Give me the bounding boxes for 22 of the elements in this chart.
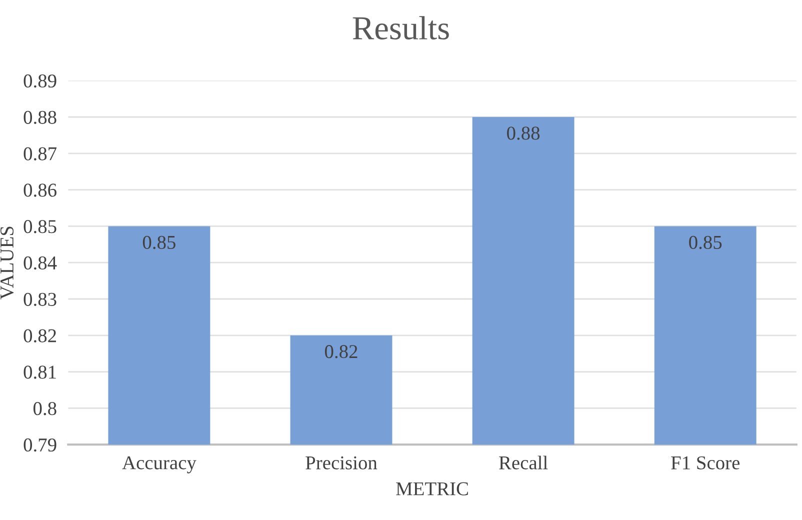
x-axis-title: METRIC (396, 482, 468, 496)
x-tick-label: F1 Score (671, 456, 740, 470)
y-axis-title: VALUES (0, 226, 14, 300)
y-tick-label: 0.88 (24, 110, 56, 124)
data-label: 0.85 (142, 236, 176, 250)
chart-title: Results (352, 16, 449, 40)
y-tick-label: 0.86 (24, 184, 56, 197)
x-tick-label: Precision (306, 456, 378, 470)
y-tick-label: 0.87 (24, 147, 56, 160)
y-tick-label: 0.81 (24, 366, 56, 379)
data-label: 0.88 (507, 126, 540, 140)
y-tick-label: 0.89 (24, 74, 56, 88)
x-tick-label: Accuracy (122, 456, 196, 474)
y-tick-label: 0.83 (24, 292, 56, 306)
y-tick-label: 0.79 (24, 438, 56, 452)
data-label: 0.85 (689, 236, 722, 250)
y-tick-label: 0.85 (24, 220, 56, 234)
data-label: 0.82 (324, 345, 358, 358)
y-tick-label: 0.8 (33, 402, 56, 416)
y-tick-label: 0.82 (24, 329, 56, 342)
y-tick-label: 0.84 (24, 256, 57, 270)
x-tick-label: Recall (499, 456, 548, 470)
